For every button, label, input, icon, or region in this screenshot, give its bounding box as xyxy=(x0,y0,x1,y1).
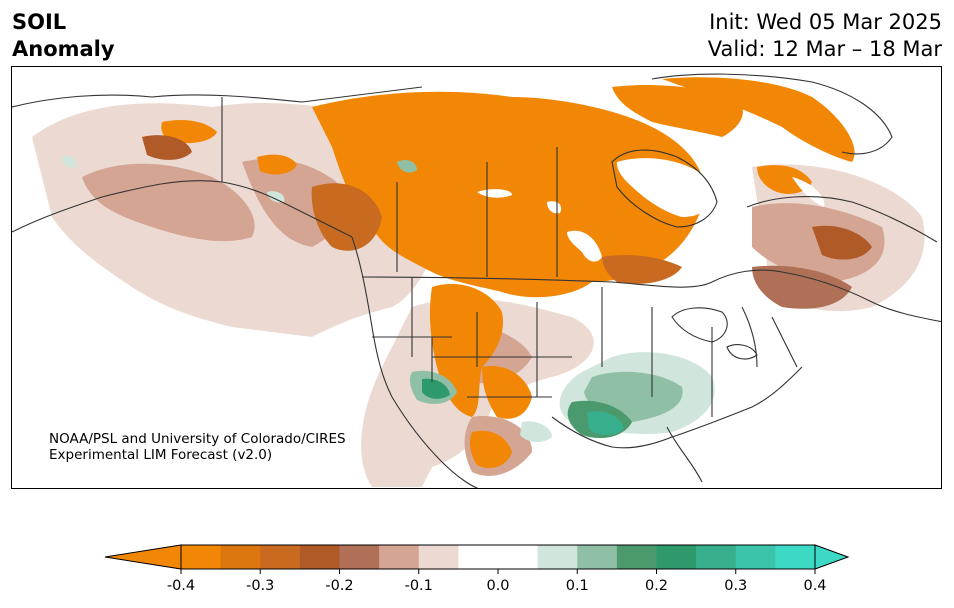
colorbar-swatch xyxy=(181,545,222,569)
colorbar-swatch xyxy=(379,545,420,569)
colorbar-tick-label: 0.4 xyxy=(803,578,827,594)
colorbar-swatch xyxy=(656,545,697,569)
white-patches xyxy=(477,158,825,262)
valid-date: Valid: 12 Mar – 18 Mar xyxy=(707,37,942,61)
anomaly-dry-edges xyxy=(142,135,872,284)
colorbar-tick-label: -0.3 xyxy=(246,578,275,594)
colorbar-swatches xyxy=(181,545,816,569)
colorbar-swatch xyxy=(220,545,261,569)
colorbar-swatch xyxy=(775,545,816,569)
attribution-line-1: NOAA/PSL and University of Colorado/CIRE… xyxy=(49,431,346,447)
forecast-dates: Init: Wed 05 Mar 2025 Valid: 12 Mar – 18… xyxy=(708,9,942,63)
colorbar-swatch xyxy=(418,545,459,569)
colorbar-under-arrow xyxy=(104,544,182,570)
colorbar-swatch xyxy=(537,545,578,569)
colorbar-swatch xyxy=(616,545,657,569)
coastlines-and-borders xyxy=(12,73,941,488)
map-title: SOIL Anomaly xyxy=(12,9,115,63)
colorbar-tick-label: 0.3 xyxy=(724,578,748,594)
colorbar-tick-label: 0.0 xyxy=(486,578,510,594)
colorbar-swatch xyxy=(458,545,499,569)
colorbar-swatch xyxy=(260,545,301,569)
colorbar-tick-label: 0.1 xyxy=(565,578,589,594)
colorbar-swatch xyxy=(299,545,340,569)
colorbar-tick-label: -0.4 xyxy=(166,578,196,594)
title-line-1: SOIL xyxy=(12,10,67,34)
colorbar-ticks xyxy=(180,569,816,574)
colorbar-swatch xyxy=(498,545,539,569)
colorbar-over-arrow xyxy=(814,544,850,570)
anomaly-wet-regions xyxy=(62,155,715,443)
colorbar-tick-label: -0.1 xyxy=(404,578,433,594)
colorbar-tick-label: 0.2 xyxy=(644,578,669,594)
attribution: NOAA/PSL and University of Colorado/CIRE… xyxy=(49,431,346,463)
title-line-2: Anomaly xyxy=(12,37,115,61)
attribution-line-2: Experimental LIM Forecast (v2.0) xyxy=(49,447,273,463)
map-panel xyxy=(11,66,942,489)
colorbar-swatch xyxy=(577,545,618,569)
colorbar-swatch xyxy=(339,545,380,569)
colorbar xyxy=(104,544,850,574)
colorbar-swatch xyxy=(696,545,737,569)
colorbar-swatch xyxy=(735,545,776,569)
anomaly-map xyxy=(12,67,941,488)
init-date: Init: Wed 05 Mar 2025 xyxy=(709,10,942,34)
colorbar-tick-label: -0.2 xyxy=(325,578,354,594)
